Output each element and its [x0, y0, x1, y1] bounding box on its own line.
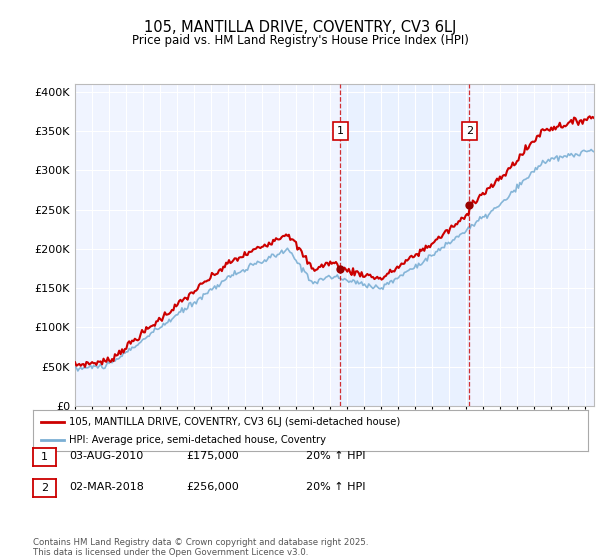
Text: 03-AUG-2010: 03-AUG-2010	[69, 451, 143, 461]
Text: £256,000: £256,000	[186, 482, 239, 492]
Text: 02-MAR-2018: 02-MAR-2018	[69, 482, 144, 492]
Text: 1: 1	[337, 126, 344, 136]
Text: 2: 2	[466, 126, 473, 136]
Text: 20% ↑ HPI: 20% ↑ HPI	[306, 482, 365, 492]
Text: 2: 2	[41, 483, 48, 493]
Text: 20% ↑ HPI: 20% ↑ HPI	[306, 451, 365, 461]
Text: £175,000: £175,000	[186, 451, 239, 461]
Text: 105, MANTILLA DRIVE, COVENTRY, CV3 6LJ: 105, MANTILLA DRIVE, COVENTRY, CV3 6LJ	[144, 20, 456, 35]
Text: 1: 1	[41, 452, 48, 462]
Text: 105, MANTILLA DRIVE, COVENTRY, CV3 6LJ (semi-detached house): 105, MANTILLA DRIVE, COVENTRY, CV3 6LJ (…	[69, 417, 400, 427]
Bar	[340, 84, 469, 406]
Text: HPI: Average price, semi-detached house, Coventry: HPI: Average price, semi-detached house,…	[69, 435, 326, 445]
Text: Price paid vs. HM Land Registry's House Price Index (HPI): Price paid vs. HM Land Registry's House …	[131, 34, 469, 46]
Text: Contains HM Land Registry data © Crown copyright and database right 2025.
This d: Contains HM Land Registry data © Crown c…	[33, 538, 368, 557]
